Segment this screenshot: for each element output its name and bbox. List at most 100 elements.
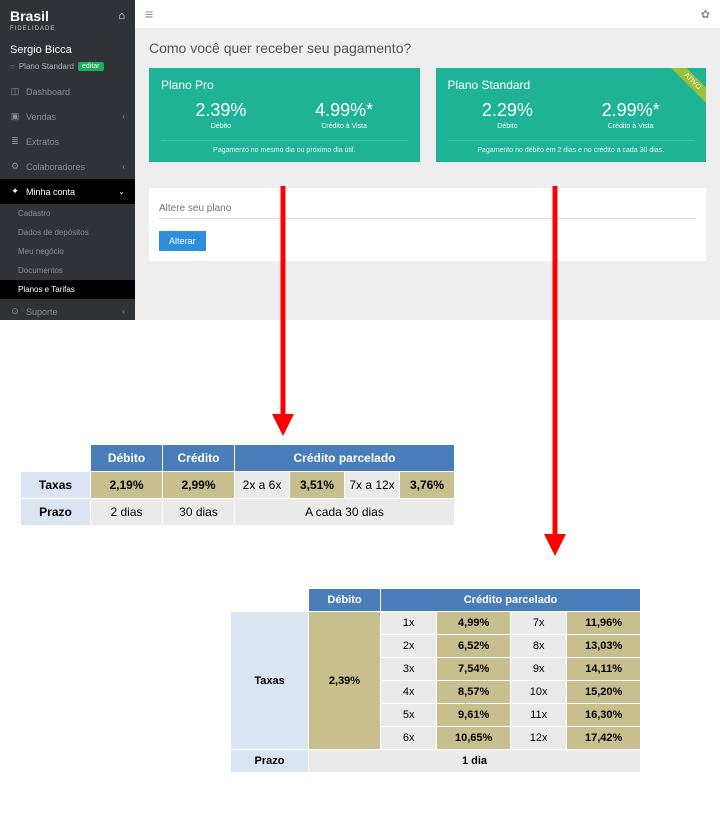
cell: 15,20% (567, 681, 641, 704)
cell: 2,19% (91, 472, 163, 499)
th: Crédito parcelado (235, 445, 455, 472)
cell: 7x (510, 612, 566, 635)
sidebar-item-vendas[interactable]: ▣Vendas‹ (0, 104, 135, 129)
home-icon[interactable]: ⌂ (118, 10, 125, 22)
pro-debit-rate: 2.39% (195, 100, 246, 121)
th: Crédito parcelado (381, 589, 641, 612)
sub-item-dados-de-depósitos[interactable]: Dados de depósitos (0, 223, 135, 242)
brand-name: Brasil (10, 8, 49, 24)
nav-label: Suporte (26, 307, 116, 317)
pro-credit-rate: 4.99%* (315, 100, 373, 121)
cell: 6,52% (437, 635, 511, 658)
sidebar-item-extratos[interactable]: ≣ Extratos (0, 129, 135, 154)
cell: 3x (381, 658, 437, 681)
nav-label: Dashboard (26, 87, 119, 97)
card-foot: Pagamento no mesmo dia ou próximo dia út… (161, 140, 408, 154)
cell: 5x (381, 704, 437, 727)
chevron-icon: ‹ (122, 162, 125, 171)
sidebar-item-dashboard[interactable]: ◫ Dashboard (0, 79, 135, 104)
th: Débito (309, 589, 381, 612)
nav-icon: ≣ (10, 136, 20, 147)
sub-item-documentos[interactable]: Documentos (0, 261, 135, 280)
cell: 11,96% (567, 612, 641, 635)
cell: 7x a 12x (345, 472, 400, 499)
nav-icon: ⊙ (10, 306, 20, 317)
sub-item-cadastro[interactable]: Cadastro (0, 204, 135, 223)
sub-item-planos-e-tarifas[interactable]: Planos e Tarifas (0, 280, 135, 299)
cell: 14,11% (567, 658, 641, 681)
brand: Brasil ⌂ (0, 0, 135, 26)
plan-card-pro[interactable]: Plano Pro 2.39% Débito 4.99%* Crédito à Vi… (149, 68, 420, 162)
row-label: Prazo (231, 750, 309, 773)
sidebar-item-colaboradores[interactable]: ⚙Colaboradores‹ (0, 154, 135, 179)
gear-icon[interactable]: ✿ (701, 8, 710, 21)
cell: 2 dias (91, 499, 163, 526)
cell: 3,51% (290, 472, 345, 499)
cell: 9,61% (437, 704, 511, 727)
plan-card-standard[interactable]: ATIVO Plano Standard 2.29%Débito 2.99%*C… (436, 68, 707, 162)
cell: 10,65% (437, 727, 511, 750)
sub-item-meu-negócio[interactable]: Meu negócio (0, 242, 135, 261)
edit-badge[interactable]: editar (78, 62, 104, 71)
cell: 1 dia (309, 750, 641, 773)
row-label: Taxas (231, 612, 309, 750)
th: Crédito (163, 445, 235, 472)
table-pro: Débito Crédito parcelado Taxas2,39%1x4,9… (230, 588, 641, 773)
card-title: Plano Pro (161, 78, 408, 92)
alter-input[interactable] (159, 199, 696, 219)
chevron-icon: ‹ (122, 307, 125, 316)
chevron-icon: ⌄ (118, 187, 125, 196)
card-title: Plano Standard (448, 78, 695, 92)
nav-icon: ✦ (10, 186, 20, 197)
user-plan: ○ Plano Standard editar (0, 62, 135, 79)
row-label: Prazo (21, 499, 91, 526)
rate-label: Débito (195, 123, 246, 130)
rate-label: Crédito à Vista (602, 123, 660, 130)
std-debit-rate: 2.29% (482, 100, 533, 121)
nav-icon: ▣ (10, 111, 20, 122)
cell: 13,03% (567, 635, 641, 658)
sidebar-item-suporte[interactable]: ⊙ Suporte ‹ (0, 299, 135, 324)
cell: 12x (510, 727, 566, 750)
cell: 16,30% (567, 704, 641, 727)
cell: 4x (381, 681, 437, 704)
card-foot: Pagamento no débito em 2 dias e no crédi… (448, 140, 695, 154)
cell: 2,39% (309, 612, 381, 750)
nav-label: Extratos (26, 137, 119, 147)
cell: 17,42% (567, 727, 641, 750)
cell: 3,76% (400, 472, 455, 499)
cell: 11x (510, 704, 566, 727)
cell: 30 dias (163, 499, 235, 526)
sidebar: Brasil ⌂ FIDELIDADE Sergio Bicca ○ Plano… (0, 0, 135, 320)
cell: 10x (510, 681, 566, 704)
table-standard: Débito Crédito Crédito parcelado Taxas 2… (20, 444, 455, 526)
cell: 9x (510, 658, 566, 681)
cell: A cada 30 dias (235, 499, 455, 526)
nav-icon: ◫ (10, 86, 20, 97)
alter-box: Alterar (149, 188, 706, 261)
cell: 6x (381, 727, 437, 750)
rate-label: Crédito à Vista (315, 123, 373, 130)
chevron-icon: ‹ (122, 112, 125, 121)
th: Débito (91, 445, 163, 472)
cell: 8x (510, 635, 566, 658)
cell: 2,99% (163, 472, 235, 499)
std-credit-rate: 2.99%* (602, 100, 660, 121)
nav-label: Minha conta (26, 187, 112, 197)
alter-button[interactable]: Alterar (159, 231, 206, 251)
row-label: Taxas (21, 472, 91, 499)
cell: 8,57% (437, 681, 511, 704)
cell: 2x (381, 635, 437, 658)
plan-label: Plano Standard (19, 62, 74, 71)
brand-sub: FIDELIDADE (0, 26, 135, 40)
main: ≡ ✿ Como você quer receber seu pagamento… (135, 0, 720, 320)
cell: 1x (381, 612, 437, 635)
cell: 2x a 6x (235, 472, 290, 499)
sidebar-item-minha-conta[interactable]: ✦ Minha conta ⌄ (0, 179, 135, 204)
menu-icon[interactable]: ≡ (145, 6, 153, 22)
nav-icon: ⚙ (10, 161, 20, 172)
cell: 4,99% (437, 612, 511, 635)
rate-label: Débito (482, 123, 533, 130)
cell: 7,54% (437, 658, 511, 681)
topbar: ≡ ✿ (135, 0, 720, 28)
